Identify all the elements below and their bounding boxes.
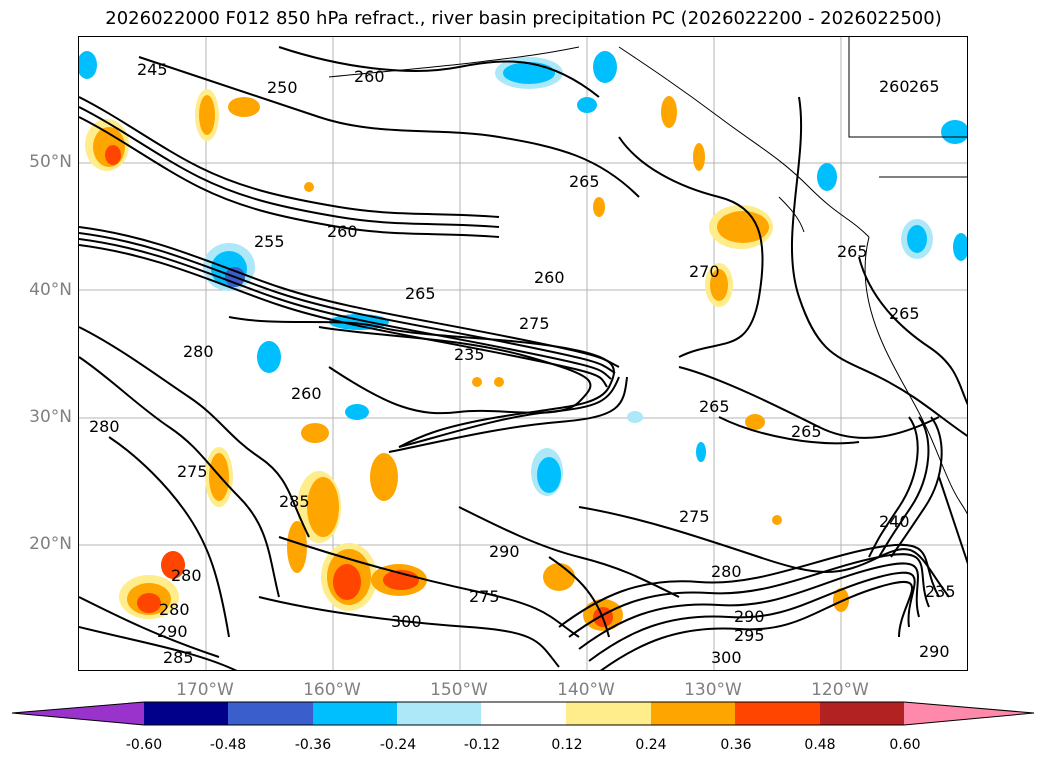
contour-label-group: 245 250 255 260 260 265 265 260 265 265 …	[89, 60, 956, 667]
contour-label: 250	[267, 78, 298, 97]
contour-label: 245	[137, 60, 168, 79]
map-canvas: 245 250 255 260 260 265 265 260 265 265 …	[79, 37, 967, 670]
contour-label: 280	[711, 562, 742, 581]
contour-label: 235	[454, 345, 485, 364]
lat-label-40n: 40°N	[29, 280, 72, 300]
contour-label: 275	[177, 462, 208, 481]
contour-label: 255	[254, 232, 285, 251]
contour-label: 285	[163, 648, 194, 667]
colorbar-segment	[397, 702, 481, 725]
negative-anomaly-patches	[79, 51, 967, 496]
colorbar-tick-label: -0.12	[463, 737, 501, 753]
colorbar-tick-label: 0.48	[804, 737, 836, 753]
contour-label: 275	[679, 507, 710, 526]
contour-label: 265	[405, 284, 436, 303]
colorbar-segment	[566, 702, 651, 725]
contour-label: 275	[519, 314, 550, 333]
contour-label: 290	[157, 622, 188, 641]
colorbar-tick-label: -0.24	[379, 737, 417, 753]
contour-label: 265	[889, 304, 920, 323]
colorbar-segment	[735, 702, 820, 725]
lon-label-130w: 130°W	[684, 680, 742, 700]
contour-label: 260	[534, 268, 565, 287]
lon-label-140w: 140°W	[557, 680, 615, 700]
coastlines	[328, 37, 967, 515]
colorbar-tick-label: -0.36	[294, 737, 332, 753]
contour-label: 260	[879, 77, 910, 96]
lon-label-120w: 120°W	[811, 680, 869, 700]
contour-label: 275	[469, 587, 500, 606]
contour-label: 300	[711, 648, 742, 667]
contour-label: 280	[171, 566, 202, 585]
contour-label: 300	[391, 612, 422, 631]
contour-label: 240	[879, 512, 910, 531]
colorbar-segments	[11, 701, 1035, 726]
colorbar-segment	[228, 702, 313, 725]
contour-label: 265	[909, 77, 940, 96]
refractivity-contours	[79, 46, 967, 670]
colorbar	[11, 701, 1035, 726]
lat-label-20n: 20°N	[29, 534, 72, 554]
graticule	[79, 37, 967, 670]
map-plot-area[interactable]: 245 250 255 260 260 265 265 260 265 265 …	[78, 36, 968, 671]
contour-label: 260	[291, 384, 322, 403]
colorbar-extend-max	[904, 702, 1034, 725]
contour-label: 285	[279, 492, 310, 511]
contour-label: 295	[734, 626, 765, 645]
colorbar-tick-label: -0.60	[125, 737, 163, 753]
contour-label: 290	[919, 642, 950, 661]
colorbar-segment	[651, 702, 735, 725]
colorbar-extend-min	[12, 702, 144, 725]
contour-label: 260	[327, 222, 358, 241]
lon-label-170w: 170°W	[176, 680, 234, 700]
contour-label: 280	[183, 342, 214, 361]
lon-label-150w: 150°W	[430, 680, 488, 700]
lon-label-160w: 160°W	[303, 680, 361, 700]
lat-label-30n: 30°N	[29, 407, 72, 427]
contour-label: 290	[489, 542, 520, 561]
colorbar-segment	[820, 702, 904, 725]
colorbar-tick-label: 0.60	[889, 737, 921, 753]
contour-label: 235	[925, 582, 956, 601]
colorbar-segment	[481, 702, 566, 725]
contour-label: 265	[791, 422, 822, 441]
contour-label: 260	[354, 67, 385, 86]
colorbar-tick-label: 0.24	[635, 737, 667, 753]
lat-label-50n: 50°N	[29, 152, 72, 172]
contour-label: 280	[159, 600, 190, 619]
contour-label: 265	[569, 172, 600, 191]
colorbar-tick-label: 0.12	[551, 737, 583, 753]
contour-label: 280	[89, 417, 120, 436]
colorbar-tick-label: 0.36	[720, 737, 752, 753]
contour-label: 265	[699, 397, 730, 416]
contour-label: 290	[734, 607, 765, 626]
colorbar-tick-label: -0.48	[209, 737, 247, 753]
contour-label: 265	[837, 242, 868, 261]
map-title: 2026022000 F012 850 hPa refract., river …	[105, 8, 942, 29]
colorbar-segment	[313, 702, 397, 725]
colorbar-outline	[11, 701, 1035, 726]
contour-label: 270	[689, 262, 720, 281]
colorbar-segment	[144, 702, 228, 725]
